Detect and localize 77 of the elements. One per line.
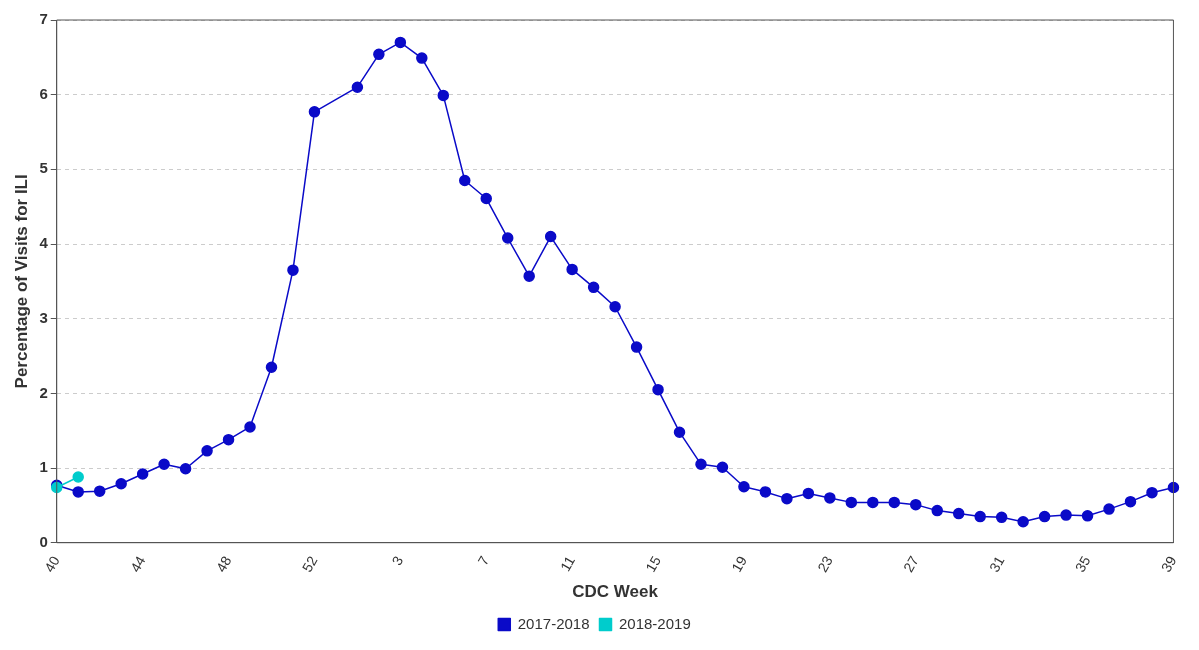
point xyxy=(673,426,686,438)
y-tick-label: 4 xyxy=(39,234,49,252)
point xyxy=(566,263,578,276)
point xyxy=(587,281,600,294)
y-tick-label: 7 xyxy=(39,10,48,28)
point xyxy=(1060,509,1072,521)
x-tick-label: 39 xyxy=(1157,553,1180,575)
point xyxy=(995,511,1008,524)
point xyxy=(716,461,729,474)
point xyxy=(544,230,557,243)
point xyxy=(201,445,213,457)
point xyxy=(523,270,535,282)
x-tick-label: 27 xyxy=(900,553,922,575)
point xyxy=(93,485,106,497)
y-tick-label: 0 xyxy=(39,532,48,550)
point xyxy=(695,458,707,471)
point xyxy=(72,471,84,483)
point xyxy=(888,496,901,509)
point xyxy=(824,492,836,504)
point xyxy=(222,433,235,446)
x-tick-label: 3 xyxy=(388,553,407,569)
point xyxy=(1081,510,1094,522)
x-tick-label: 40 xyxy=(41,553,63,575)
point xyxy=(416,52,428,64)
x-tick-label: 23 xyxy=(814,553,836,575)
point xyxy=(287,264,299,276)
x-axis-title: CDC Week xyxy=(572,582,659,602)
point xyxy=(437,89,450,102)
point xyxy=(630,341,643,353)
point xyxy=(480,192,492,205)
point xyxy=(652,383,664,396)
y-axis-title: Percentage of Visits for ILI xyxy=(11,174,31,389)
point xyxy=(351,81,364,93)
x-tick-label: 7 xyxy=(474,553,493,569)
point xyxy=(845,496,858,509)
point xyxy=(265,361,278,373)
point xyxy=(115,477,127,490)
point xyxy=(609,301,621,313)
point xyxy=(1017,516,1029,528)
point xyxy=(974,510,986,523)
y-tick-label: 6 xyxy=(39,84,48,102)
point xyxy=(459,174,471,187)
legend-label: 2017-2018 xyxy=(517,614,590,632)
point xyxy=(759,486,772,498)
x-tick-label: 15 xyxy=(642,553,665,575)
point xyxy=(952,507,965,520)
point xyxy=(1103,503,1115,515)
point xyxy=(738,480,750,493)
point xyxy=(394,36,407,49)
point xyxy=(179,463,192,475)
point xyxy=(1146,486,1158,499)
point xyxy=(308,106,321,118)
x-tick-label: 48 xyxy=(212,553,235,575)
point xyxy=(802,487,815,500)
x-tick-label: 44 xyxy=(126,553,149,575)
legend-label: 2018-2019 xyxy=(619,614,691,632)
point xyxy=(158,458,170,471)
point xyxy=(373,48,385,61)
y-tick-label: 3 xyxy=(39,308,48,326)
x-tick-label: 35 xyxy=(1071,553,1094,575)
y-tick-label: 5 xyxy=(39,159,48,177)
point xyxy=(72,486,84,498)
y-tick-label: 1 xyxy=(39,458,48,476)
point xyxy=(931,504,943,517)
point xyxy=(1124,495,1137,508)
y-tick-label: 2 xyxy=(39,383,48,401)
x-tick-label: 31 xyxy=(985,553,1008,575)
point xyxy=(781,492,793,505)
point xyxy=(867,496,879,509)
point xyxy=(910,498,922,511)
x-tick-label: 52 xyxy=(298,553,321,575)
x-tick-label: 19 xyxy=(728,553,750,575)
point xyxy=(1038,510,1051,523)
point xyxy=(501,232,514,244)
x-tick-label: 11 xyxy=(556,553,579,574)
point xyxy=(136,468,149,480)
point xyxy=(244,421,256,433)
